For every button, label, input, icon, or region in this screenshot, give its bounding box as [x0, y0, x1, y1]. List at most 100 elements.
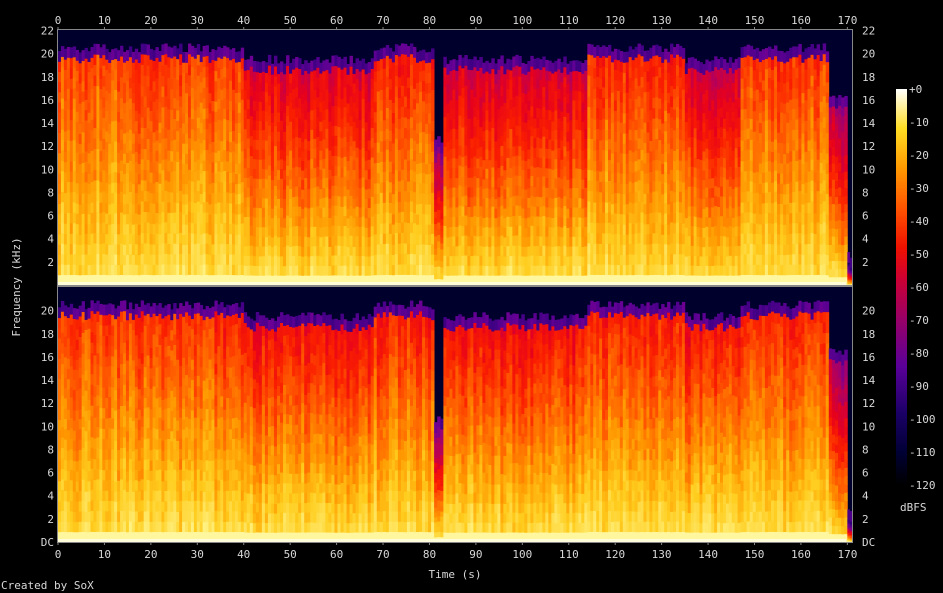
spectrogram-cell — [452, 265, 456, 276]
spectrogram-cell — [524, 74, 528, 85]
spectrogram-cell — [458, 265, 462, 276]
spectrogram-cell — [352, 160, 356, 171]
spectrogram-cell — [637, 127, 641, 139]
spectrogram-cell — [72, 274, 77, 286]
spectrogram-cell — [283, 198, 287, 209]
spectrogram-cell — [289, 92, 293, 103]
spectrogram-cell — [572, 187, 576, 198]
spectrogram-cell — [575, 119, 579, 130]
spectrogram-cell — [167, 222, 171, 234]
spectrogram-cell — [578, 275, 582, 286]
spectrogram-cell — [658, 201, 662, 213]
spectrogram-cell — [143, 106, 148, 118]
spectrogram-cell — [66, 191, 71, 203]
spectrogram-cell — [397, 201, 402, 213]
spectrogram-cell — [397, 97, 402, 109]
spectrogram-cell — [223, 77, 227, 88]
spectrogram-cell — [628, 108, 633, 120]
spectrogram-cell — [69, 202, 74, 214]
spectrogram-cell — [664, 59, 668, 70]
spectrogram-cell — [292, 226, 296, 237]
spectrogram-cell — [131, 153, 136, 164]
spectrogram-cell — [152, 213, 156, 225]
spectrogram-cell — [167, 150, 171, 161]
spectrogram-cell — [217, 67, 221, 79]
spectrogram-cell — [476, 60, 480, 71]
spectrogram-cell — [560, 236, 564, 247]
spectrogram-cell — [179, 106, 183, 118]
spectrogram-cell — [319, 121, 323, 132]
spectrogram-cell — [69, 264, 74, 276]
spectrogram-cell — [605, 243, 609, 255]
spectrogram-cell — [527, 110, 531, 121]
spectrogram-cell — [431, 243, 435, 255]
spectrogram-cell — [301, 198, 305, 209]
spectrogram-cell — [223, 149, 227, 161]
spectrogram-cell — [196, 138, 201, 150]
spectrogram-cell — [349, 115, 353, 127]
spectrogram-cell — [610, 153, 615, 164]
spectrogram-cell — [283, 275, 287, 286]
spectrogram-cell — [301, 227, 305, 238]
spectrogram-cell — [437, 190, 441, 198]
spectrogram-cell — [599, 98, 603, 110]
spectrogram-cell — [214, 91, 218, 102]
spectrogram-cell — [646, 254, 650, 266]
spectrogram-cell — [605, 150, 609, 162]
spectrogram-cell — [497, 275, 501, 286]
spectrogram-cell — [385, 274, 390, 286]
spectrogram-cell — [58, 71, 62, 83]
spectrogram-cell — [140, 264, 145, 275]
spectrogram-cell — [482, 150, 486, 161]
spectrogram-cell — [261, 207, 266, 218]
spectrogram-cell — [470, 99, 474, 110]
spectrogram-cell — [114, 233, 118, 245]
spectrogram-cell — [473, 86, 477, 98]
spectrogram-cell — [640, 274, 644, 286]
spectrogram-cell — [593, 191, 597, 203]
spectrogram-cell — [470, 177, 474, 188]
spectrogram-cell — [548, 109, 552, 121]
spectrogram-cell — [655, 159, 659, 171]
spectrogram-cell — [90, 181, 94, 193]
spectrogram-cell — [533, 157, 537, 168]
spectrogram-cell — [108, 103, 112, 114]
spectrogram-cell — [352, 246, 356, 257]
spectrogram-cell — [123, 183, 127, 195]
spectrogram-cell — [673, 202, 677, 213]
spectrogram-cell — [117, 91, 121, 102]
spectrogram-cell — [476, 90, 480, 101]
spectrogram-cell — [628, 118, 633, 130]
spectrogram-cell — [696, 90, 700, 101]
spectrogram-cell — [637, 201, 641, 212]
spectrogram-cell — [211, 162, 215, 173]
spectrogram-cell — [289, 102, 293, 113]
spectrogram-cell — [69, 181, 74, 193]
spectrogram-cell — [234, 264, 239, 276]
spectrogram-cell — [261, 197, 266, 208]
spectrogram-cell — [99, 119, 103, 131]
spectrogram-cell — [358, 110, 363, 121]
spectrogram-cell — [304, 138, 308, 149]
spectrogram-cell — [593, 140, 597, 151]
spectrogram-cell — [470, 148, 474, 159]
spectrogram-cell — [229, 233, 233, 245]
spectrogram-cell — [217, 243, 221, 255]
spectrogram-cell — [81, 203, 85, 214]
spectrogram-cell — [252, 149, 257, 160]
spectrogram-cell — [286, 95, 290, 106]
spectrogram-cell — [196, 243, 201, 254]
spectrogram-cell — [75, 131, 80, 143]
spectrogram-cell — [403, 264, 408, 275]
spectrogram-cell — [283, 131, 287, 142]
spectrogram-cell — [425, 153, 429, 165]
spectrogram-cell — [658, 181, 662, 192]
spectrogram-cell — [596, 118, 600, 129]
spectrogram-cell — [434, 205, 438, 212]
spectrogram-cell — [637, 232, 641, 244]
spectrogram-cell — [283, 160, 287, 171]
spectrogram-cell — [307, 265, 311, 276]
spectrogram-cell — [625, 203, 630, 215]
spectrogram-cell — [352, 92, 356, 103]
spectrogram-cell — [319, 111, 323, 122]
